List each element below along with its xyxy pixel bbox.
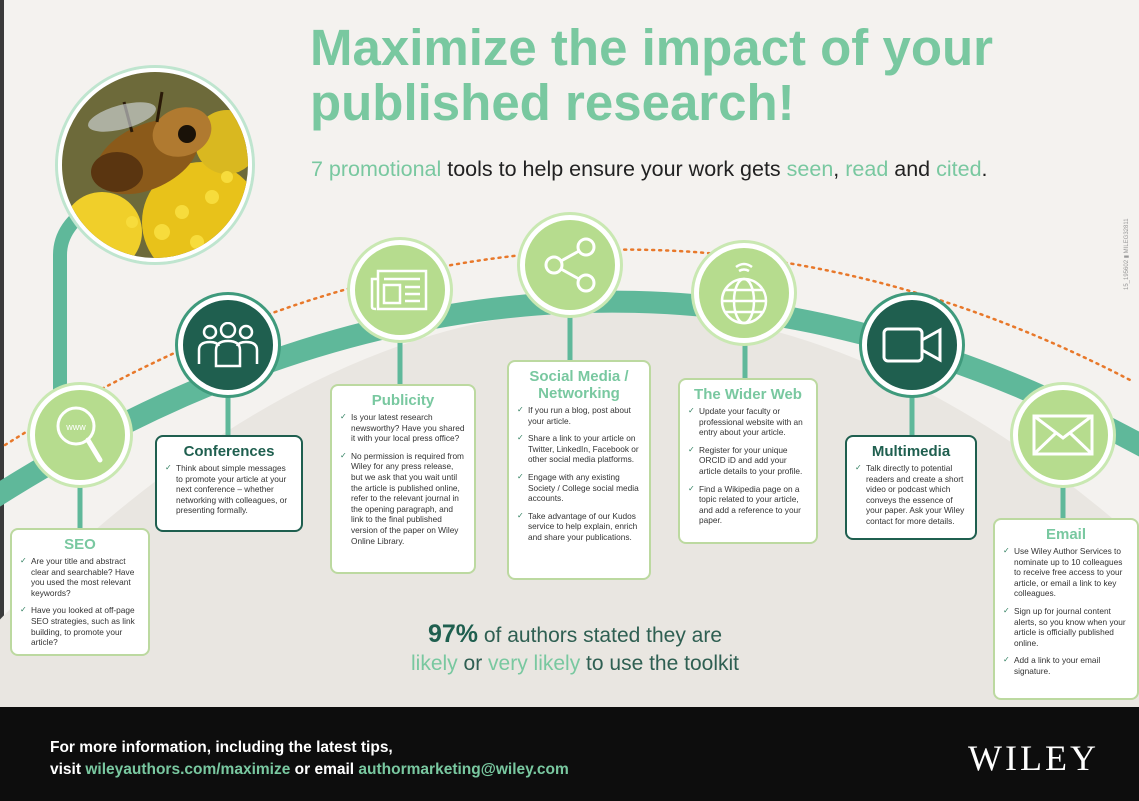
stat-very-likely: very likely — [488, 652, 581, 675]
footer-line-1: For more information, including the late… — [50, 739, 393, 756]
wider-web-circle — [694, 243, 794, 343]
side-code: 15_195602 ▮ MILEG32811 — [1124, 218, 1130, 290]
subtitle-part: read — [845, 157, 889, 181]
share-network-icon — [544, 237, 596, 293]
tool-point: No permission is required from Wiley for… — [340, 451, 466, 546]
globe-wifi-icon — [720, 262, 768, 325]
subtitle-part: . — [981, 157, 988, 181]
wider-web-box: The Wider Web Update your faculty or pro… — [678, 378, 818, 544]
stat-text: to use the toolkit — [580, 652, 739, 675]
tool-title: SEO — [64, 536, 96, 553]
title-line-1: Maximize the impact of your — [310, 19, 993, 76]
tool-point: Is your latest research newsworthy? Have… — [340, 412, 466, 444]
subtitle-part: and — [888, 157, 937, 181]
tool-title: Multimedia — [871, 443, 951, 460]
bee-photo — [58, 68, 252, 262]
svg-text:www: www — [65, 422, 86, 432]
page-title: Maximize the impact of your published re… — [310, 20, 1110, 130]
tool-point: Have you looked at off-page SEO strategi… — [20, 605, 140, 647]
stat-likely: likely — [411, 652, 458, 675]
subtitle-part: tools to help ensure your work gets — [441, 157, 787, 181]
tool-point: Talk directly to potential readers and c… — [855, 463, 967, 527]
tool-point: Share a link to your article on Twitter,… — [517, 433, 641, 465]
seo-circle: www — [30, 385, 130, 485]
tool-point: Register for your unique ORCID iD and ad… — [688, 445, 808, 477]
people-group-icon — [197, 322, 259, 368]
newspaper-icon — [370, 269, 428, 311]
publicity-circle — [350, 240, 450, 340]
footer: For more information, including the late… — [0, 707, 1139, 801]
tool-point: Engage with any existing Society / Colle… — [517, 472, 641, 504]
stat-number: 97% — [427, 620, 479, 648]
left-edge — [0, 0, 4, 710]
stat-callout: 97% of authors stated they are likely or… — [360, 620, 790, 678]
footer-email-link[interactable]: authormarketing@wiley.com — [358, 761, 569, 778]
subtitle: 7 promotional tools to help ensure your … — [311, 157, 1131, 182]
subtitle-part: cited — [936, 157, 982, 181]
subtitle-part: , — [833, 157, 846, 181]
email-circle — [1013, 385, 1113, 485]
footer-url-link[interactable]: wileyauthors.com/maximize — [85, 761, 291, 778]
subtitle-part: seen — [786, 157, 834, 181]
multimedia-circle — [862, 295, 962, 395]
tool-point: Think about simple messages to promote y… — [165, 463, 293, 516]
tool-point: Sign up for journal content alerts, so y… — [1003, 606, 1129, 648]
conferences-circle — [178, 295, 278, 395]
social-media-box: Social Media / Networking If you run a b… — [507, 360, 651, 580]
conferences-box: Conferences Think about simple messages … — [155, 435, 303, 532]
publicity-box: Publicity Is your latest research newswo… — [330, 384, 476, 574]
tool-title: Email — [1045, 526, 1087, 543]
footer-info: For more information, including the late… — [50, 737, 569, 781]
tool-point: Update your faculty or professional webs… — [688, 406, 808, 438]
stat-text: of authors stated they are — [478, 624, 723, 647]
envelope-icon — [1032, 414, 1094, 456]
video-camera-icon — [882, 327, 942, 363]
tool-point: If you run a blog, post about your artic… — [517, 405, 641, 426]
footer-text: or email — [290, 761, 359, 778]
multimedia-box: Multimedia Talk directly to potential re… — [845, 435, 977, 540]
title-line-2: published research! — [310, 74, 795, 131]
tool-point: Use Wiley Author Services to nominate up… — [1003, 546, 1129, 599]
tool-title: Social Media / Networking — [529, 368, 629, 402]
wiley-logo: WILEY — [968, 738, 1099, 778]
tool-point: Are your title and abstract clear and se… — [20, 556, 140, 598]
email-box: Email Use Wiley Author Services to nomin… — [993, 518, 1139, 700]
seo-box: SEO Are your title and abstract clear an… — [10, 528, 150, 656]
footer-text: visit — [50, 761, 86, 778]
tool-point: Add a link to your email signature. — [1003, 655, 1129, 676]
tool-title: The Wider Web — [694, 386, 802, 403]
tool-title: Conferences — [183, 443, 275, 460]
tool-point: Find a Wikipedia page on a topic related… — [688, 484, 808, 526]
stat-text: or — [457, 652, 489, 675]
magnifier-www-icon: www — [56, 406, 103, 463]
subtitle-part: 7 promotional — [311, 157, 442, 181]
social-media-circle — [520, 215, 620, 315]
tool-point: Take advantage of our Kudos service to h… — [517, 511, 641, 543]
tool-title: Publicity — [371, 392, 435, 409]
